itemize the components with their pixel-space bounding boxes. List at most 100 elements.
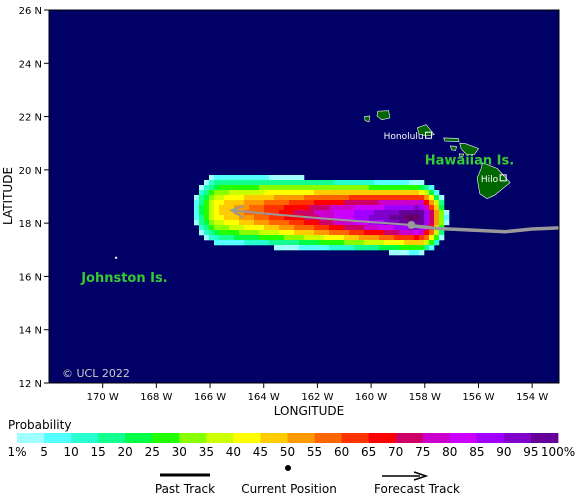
- probability-cell: [394, 195, 400, 201]
- probability-cell: [214, 235, 220, 241]
- probability-cell: [414, 205, 420, 211]
- probability-cell: [314, 230, 320, 236]
- probability-cell: [254, 205, 260, 211]
- island-kahoolawe: [458, 153, 465, 157]
- probability-cell: [199, 215, 205, 221]
- probability-cell: [274, 225, 280, 231]
- probability-cell: [429, 220, 435, 226]
- probability-cell: [319, 190, 325, 196]
- island-maui: [459, 142, 479, 155]
- probability-cell: [234, 225, 240, 231]
- probability-cell: [319, 225, 325, 231]
- probability-cell: [229, 180, 235, 186]
- probability-cell: [419, 205, 425, 211]
- probability-cell: [334, 235, 340, 241]
- probability-cell: [204, 230, 210, 236]
- probability-cell: [404, 250, 410, 256]
- probability-cell: [224, 190, 230, 196]
- probability-cell: [309, 230, 315, 236]
- probability-cell: [269, 190, 275, 196]
- probability-cell: [294, 215, 300, 221]
- probability-cell: [229, 210, 235, 216]
- probability-cell: [329, 220, 335, 226]
- probability-cell: [394, 240, 400, 246]
- probability-cell: [394, 190, 400, 196]
- probability-cell: [359, 225, 365, 231]
- probability-cell: [414, 220, 420, 226]
- legend-swatch: [368, 433, 397, 443]
- probability-cell: [354, 195, 360, 201]
- probability-cell: [214, 220, 220, 226]
- probability-cell: [329, 205, 335, 211]
- probability-cell: [394, 230, 400, 236]
- probability-cell: [324, 190, 330, 196]
- probability-cell: [244, 185, 250, 191]
- probability-cell: [209, 225, 215, 231]
- probability-cell: [399, 185, 405, 191]
- probability-cell: [329, 210, 335, 216]
- probability-cell: [424, 245, 430, 251]
- probability-cell: [294, 220, 300, 226]
- probability-cell: [224, 240, 230, 246]
- probability-cell: [404, 235, 410, 241]
- probability-cell: [349, 240, 355, 246]
- probability-cell: [404, 190, 410, 196]
- legend-swatch: [314, 433, 342, 443]
- probability-cell: [324, 200, 330, 206]
- probability-cell: [364, 235, 370, 241]
- probability-cell: [254, 215, 260, 221]
- region-label: Hawaiian Is.: [425, 154, 514, 169]
- probability-cell: [364, 230, 370, 236]
- probability-cell: [269, 175, 275, 181]
- probability-cell: [229, 195, 235, 201]
- probability-cell: [194, 210, 200, 216]
- probability-cell: [344, 190, 350, 196]
- island-kauai: [376, 110, 391, 121]
- probability-cell: [324, 230, 330, 236]
- probability-cell: [344, 245, 350, 251]
- probability-cell: [294, 205, 300, 211]
- probability-cell: [339, 185, 345, 191]
- probability-cell: [354, 200, 360, 206]
- probability-cell: [214, 210, 220, 216]
- probability-cell: [389, 215, 395, 221]
- probability-cell: [404, 180, 410, 186]
- probability-field: [194, 175, 450, 256]
- probability-cell: [319, 210, 325, 216]
- lat-tick-label: 14 N: [19, 326, 42, 337]
- probability-cell: [284, 240, 290, 246]
- probability-cell: [414, 245, 420, 251]
- probability-cell: [304, 190, 310, 196]
- probability-cell: [389, 240, 395, 246]
- probability-cell: [214, 190, 220, 196]
- probability-cell: [399, 205, 405, 211]
- probability-cell: [429, 240, 435, 246]
- lon-tick-label: 164 W: [248, 392, 280, 403]
- probability-cell: [294, 245, 300, 251]
- probability-cell: [319, 195, 325, 201]
- probability-cell: [334, 205, 340, 211]
- lon-tick-label: 168 W: [140, 392, 172, 403]
- probability-cell: [419, 250, 425, 256]
- probability-cell: [209, 210, 215, 216]
- probability-cell: [324, 195, 330, 201]
- probability-cell: [199, 185, 205, 191]
- probability-cell: [369, 225, 375, 231]
- probability-cell: [319, 230, 325, 236]
- probability-cell: [259, 220, 265, 226]
- track-legend: Past Track Current Position Forecast Tra…: [155, 465, 460, 496]
- probability-cell: [269, 185, 275, 191]
- probability-cell: [399, 195, 405, 201]
- probability-cell: [354, 235, 360, 241]
- probability-cell: [354, 245, 360, 251]
- probability-cell: [354, 205, 360, 211]
- probability-cell: [394, 210, 400, 216]
- probability-cell: [314, 235, 320, 241]
- probability-cell: [409, 190, 415, 196]
- probability-cell: [279, 215, 285, 221]
- probability-cell: [344, 220, 350, 226]
- probability-cell: [349, 200, 355, 206]
- probability-cell: [329, 245, 335, 251]
- probability-cell: [319, 245, 325, 251]
- legend-swatch: [17, 433, 45, 443]
